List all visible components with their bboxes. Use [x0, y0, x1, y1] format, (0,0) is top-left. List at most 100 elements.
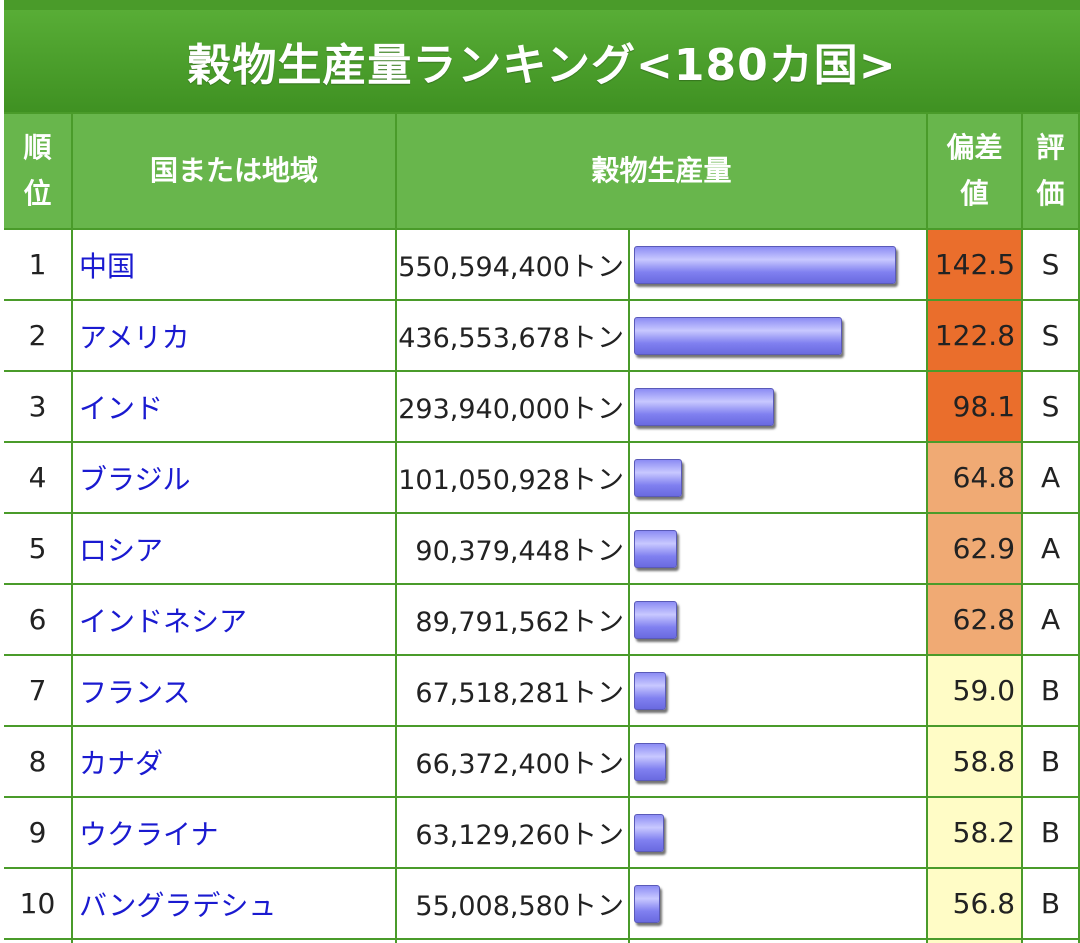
table-cell: [630, 940, 927, 943]
country-link[interactable]: ブラジル: [79, 462, 191, 496]
production-amount-cell: 293,940,000トン: [397, 372, 628, 441]
country-link[interactable]: ウクライナ: [79, 817, 219, 851]
production-amount-cell: 67,518,281トン: [397, 656, 628, 725]
table-row: 4 ブラジル 101,050,928トン 64.8 A: [4, 443, 1079, 512]
production-bar: [634, 387, 774, 426]
production-bar: [634, 529, 677, 568]
production-bar: [634, 316, 842, 355]
grade-header-line-2: 価: [1036, 177, 1065, 210]
table-row: 10 バングラデシュ 55,008,580トン 56.8 B: [4, 869, 1079, 938]
rank-cell: 3: [4, 372, 71, 441]
table-cell: [397, 940, 628, 943]
production-bar-cell: [630, 727, 927, 796]
rank-cell: 2: [4, 301, 71, 370]
production-amount-cell: 436,553,678トン: [397, 301, 628, 370]
column-header-production[interactable]: 穀物生産量: [397, 114, 927, 228]
country-cell: ブラジル: [73, 443, 395, 512]
country-cell: ウクライナ: [73, 798, 395, 867]
country-link[interactable]: バングラデシュ: [79, 888, 277, 922]
table-row: 2 アメリカ 436,553,678トン 122.8 S: [4, 301, 1079, 370]
table-row: 9 ウクライナ 63,129,260トン 58.2 B: [4, 798, 1079, 867]
table-cell: [73, 940, 395, 943]
table-cell: [928, 940, 1022, 943]
ranking-table: 順 位 国または地域 穀物生産量 偏差 値 評 価 1 中国 550,594,400…: [4, 112, 1080, 943]
production-bar: [634, 458, 682, 497]
production-amount-cell: 55,008,580トン: [397, 869, 628, 938]
production-bar-cell: [630, 656, 927, 725]
country-link[interactable]: 中国: [79, 249, 136, 283]
country-link[interactable]: アメリカ: [79, 320, 190, 354]
country-link[interactable]: ロシア: [79, 533, 164, 567]
deviation-cell: 56.8: [928, 869, 1022, 938]
grade-cell: S: [1023, 372, 1079, 441]
production-amount-cell: 63,129,260トン: [397, 798, 628, 867]
country-cell: バングラデシュ: [73, 869, 395, 938]
table-row: 1 中国 550,594,400トン 142.5 S: [4, 230, 1079, 299]
ranking-panel: 穀物生産量ランキング<180カ国> 順 位 国または地域 穀物生産量 偏差 値: [4, 0, 1080, 943]
rank-cell: 8: [4, 727, 71, 796]
deviation-cell: 62.9: [928, 514, 1022, 583]
production-bar-cell: [630, 869, 927, 938]
production-bar: [634, 671, 666, 710]
rank-cell: 1: [4, 230, 71, 299]
table-header-row: 順 位 国または地域 穀物生産量 偏差 値 評 価: [4, 114, 1079, 228]
country-link[interactable]: インド: [79, 391, 164, 425]
production-bar: [634, 742, 666, 781]
deviation-cell: 98.1: [928, 372, 1022, 441]
table-cell: [4, 940, 71, 943]
deviation-cell: 58.8: [928, 727, 1022, 796]
country-cell: 中国: [73, 230, 395, 299]
column-header-rank[interactable]: 順 位: [4, 114, 71, 228]
column-header-country[interactable]: 国または地域: [73, 114, 395, 228]
grade-cell: A: [1023, 443, 1079, 512]
deviation-cell: 62.8: [928, 585, 1022, 654]
table-row: 6 インドネシア 89,791,562トン 62.8 A: [4, 585, 1079, 654]
rank-cell: 7: [4, 656, 71, 725]
column-header-deviation[interactable]: 偏差 値: [928, 114, 1022, 228]
rank-cell: 6: [4, 585, 71, 654]
column-header-grade[interactable]: 評 価: [1023, 114, 1079, 228]
production-bar: [634, 813, 664, 852]
production-amount-cell: 89,791,562トン: [397, 585, 628, 654]
grade-cell: A: [1023, 514, 1079, 583]
deviation-cell: 122.8: [928, 301, 1022, 370]
grade-cell: A: [1023, 585, 1079, 654]
grade-cell: B: [1023, 656, 1079, 725]
table-body: 1 中国 550,594,400トン 142.5 S 2 アメリカ 436,553,678トン…: [4, 230, 1079, 943]
country-link[interactable]: インドネシア: [79, 604, 248, 638]
table-row: 3 インド 293,940,000トン 98.1 S: [4, 372, 1079, 441]
table-row: 5 ロシア 90,379,448トン 62.9 A: [4, 514, 1079, 583]
rank-cell: 10: [4, 869, 71, 938]
deviation-header-line-2: 値: [960, 177, 989, 210]
production-bar-cell: [630, 301, 927, 370]
grade-cell: B: [1023, 869, 1079, 938]
grade-header-line-1: 評: [1036, 130, 1065, 164]
country-link[interactable]: カナダ: [79, 746, 164, 780]
production-bar: [634, 600, 677, 639]
table-row: 8 カナダ 66,372,400トン 58.8 B: [4, 727, 1079, 796]
deviation-cell: 142.5: [928, 230, 1022, 299]
rank-cell: 9: [4, 798, 71, 867]
country-cell: ロシア: [73, 514, 395, 583]
country-cell: アメリカ: [73, 301, 395, 370]
production-amount-cell: 90,379,448トン: [397, 514, 628, 583]
page-title: 穀物生産量ランキング<180カ国>: [4, 10, 1080, 112]
production-amount-cell: 550,594,400トン: [397, 230, 628, 299]
country-cell: インドネシア: [73, 585, 395, 654]
production-bar: [634, 245, 896, 284]
production-bar-cell: [630, 372, 927, 441]
rank-header-line-1: 順: [23, 130, 52, 164]
rank-header-line-2: 位: [23, 177, 52, 210]
deviation-cell: 59.0: [928, 656, 1022, 725]
country-link[interactable]: フランス: [79, 675, 191, 709]
grade-cell: S: [1023, 230, 1079, 299]
production-bar-cell: [630, 514, 927, 583]
production-amount-cell: 66,372,400トン: [397, 727, 628, 796]
table-row: [4, 940, 1079, 943]
grade-cell: B: [1023, 798, 1079, 867]
production-bar-cell: [630, 230, 927, 299]
deviation-cell: 64.8: [928, 443, 1022, 512]
grade-cell: B: [1023, 727, 1079, 796]
table-cell: [1023, 940, 1079, 943]
deviation-cell: 58.2: [928, 798, 1022, 867]
